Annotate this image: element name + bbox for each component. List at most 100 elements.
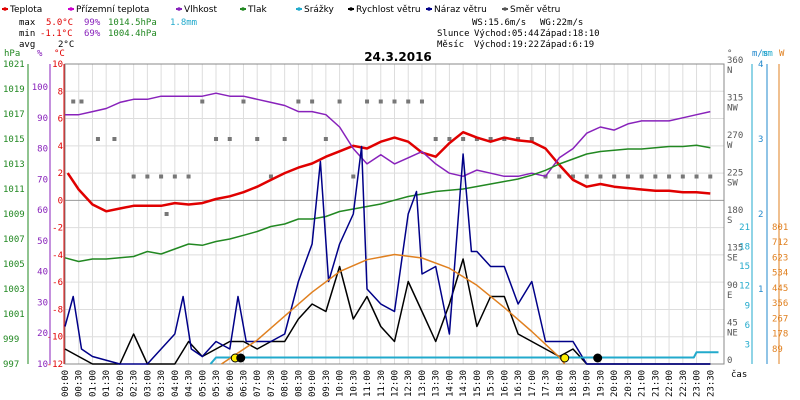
wind-dir-point [488, 137, 493, 141]
tick-pct: 20 [37, 329, 48, 339]
legend-label: Přízemní teplota [76, 5, 149, 15]
tick-time: 11:30 [377, 370, 387, 397]
tick-time: 03:00 [143, 370, 153, 397]
tick-time: 00:00 [61, 370, 71, 397]
series-tlak [64, 144, 711, 263]
legend-dot [69, 7, 73, 11]
tick-pct: 70 [37, 175, 48, 185]
moon-rise: Východ:19:22 [474, 40, 539, 50]
tick-degc: 0 [58, 196, 63, 206]
tick-degc: -6 [52, 278, 63, 288]
wind-dir-point [79, 99, 84, 104]
tick-wm: 534 [772, 269, 788, 279]
tick-time: 06:30 [239, 370, 249, 397]
tick-hpa: 1017 [3, 110, 25, 120]
tick-time: 10:30 [349, 370, 359, 397]
tick-dir-label: NW [727, 104, 738, 114]
moon-label: Měsíc [437, 40, 464, 50]
wind-dir-point [131, 174, 136, 179]
wind-dir-point [378, 99, 383, 104]
tick-pct: 40 [37, 268, 48, 278]
tick-time: 09:30 [322, 370, 332, 397]
tick-dir-label: SW [727, 179, 738, 189]
tick-dir: 135 [727, 244, 743, 254]
wind-dir-point [255, 137, 260, 141]
stat-max-temp: 5.0°C [46, 18, 73, 28]
tick-time: 19:30 [596, 370, 606, 397]
tick-time: 03:30 [157, 370, 167, 397]
stat-min-press: 1004.4hPa [108, 29, 157, 39]
stat-max-press: 1014.5hPa [108, 18, 157, 28]
wind-dir-point [570, 174, 575, 179]
wind-dir-point [584, 174, 589, 179]
tick-ms: 4 [758, 60, 763, 70]
tick-ms: 1 [758, 285, 763, 295]
wind-dir-point [145, 174, 150, 179]
series-slune-n-svit [221, 253, 566, 365]
tick-pct: 60 [37, 206, 48, 216]
wind-dir-point [200, 99, 205, 104]
left-axes: 997 999 1001 1003 1005 1007 1009 1011 1013 1015 10… [3, 60, 65, 370]
stat-avg-label: avg [19, 40, 35, 50]
marker-moonset [236, 353, 246, 363]
wind-dir-point [112, 137, 117, 141]
tick-time: 23:00 [693, 370, 703, 397]
tick-time: 01:00 [88, 370, 98, 397]
legend-dot [297, 7, 301, 11]
tick-time: 22:30 [679, 370, 689, 397]
tick-time: 14:00 [445, 370, 455, 397]
series-n-raz-v-tru [64, 145, 711, 365]
tick-time: 12:00 [391, 370, 401, 397]
tick-hpa: 1015 [3, 135, 25, 145]
legend-dot [427, 7, 431, 11]
grid [64, 63, 725, 365]
tick-dir: 270 [727, 131, 743, 141]
wind-dir-point [639, 174, 644, 179]
moon-set: Západ:6:19 [540, 40, 594, 50]
wind-dir-point [708, 174, 713, 179]
tick-hpa: 1019 [3, 85, 25, 95]
sun-rise: Východ:05:44 [474, 29, 539, 39]
legend-label: Náraz větru [434, 5, 487, 15]
wind-dir-point [337, 99, 342, 104]
tick-dir: 225 [727, 169, 743, 179]
tick-time: 17:30 [542, 370, 552, 397]
wind-dir-point [164, 212, 169, 216]
wind-dir-point [598, 174, 603, 179]
wind-dir-point [474, 137, 479, 141]
tick-hpa: 1021 [3, 60, 25, 70]
tick-time: 18:00 [555, 370, 565, 397]
wind-dir-point [282, 137, 287, 141]
stat-max-hum: 99% [84, 18, 101, 28]
tick-dir-label: S [727, 216, 732, 226]
tick-time: 16:30 [514, 370, 524, 397]
wind-dir-point [406, 99, 411, 104]
wind-dir-point [95, 137, 100, 141]
wind-dir-point [351, 174, 356, 179]
tick-time: 22:00 [665, 370, 675, 397]
tick-hpa: 1009 [3, 210, 25, 220]
wind-dir-point [296, 99, 301, 104]
wind-dir-point [612, 174, 617, 179]
tick-time: 20:30 [624, 370, 634, 397]
tick-wm: 623 [772, 253, 788, 263]
tick-time: 10:00 [336, 370, 346, 397]
tick-degc: 10 [52, 60, 63, 70]
wind-dir-point [461, 137, 466, 141]
tick-time: 21:00 [638, 370, 648, 397]
wind-dir-point [268, 174, 273, 179]
axis-units: hPa % °C ° m/s mm W čas [4, 49, 785, 380]
tick-time: 21:30 [651, 370, 661, 397]
tick-dir: 45 [727, 319, 738, 329]
tick-time: 04:30 [185, 370, 195, 397]
wind-dir-point [694, 174, 699, 179]
tick-hpa: 1013 [3, 160, 25, 170]
stat-wg: WG:22m/s [540, 18, 583, 28]
tick-degc: -10 [47, 333, 63, 343]
marker-moonrise [593, 353, 603, 363]
legend-label: Rychlost větru [356, 5, 421, 15]
sun-set: Západ:18:10 [540, 29, 600, 39]
stats-block: max 5.0°C 99% 1014.5hPa 1.8mm min -1.1°C… [19, 18, 600, 50]
tick-pct: 30 [37, 298, 48, 308]
